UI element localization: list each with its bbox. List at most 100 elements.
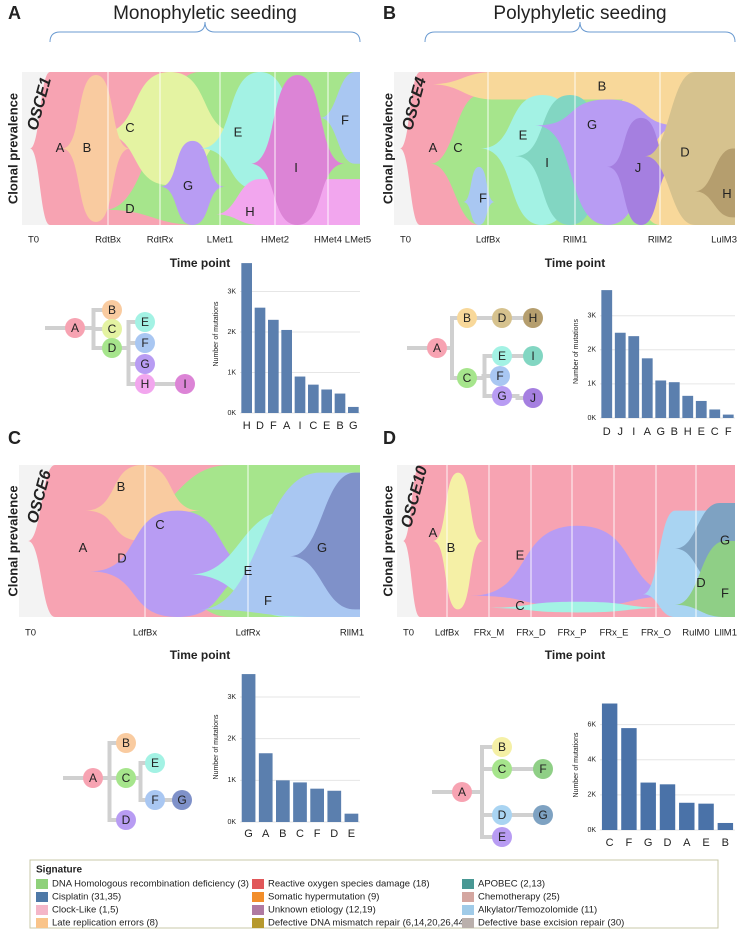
- time-point-label: FRx_E: [599, 628, 628, 639]
- tree-node-label: F: [141, 336, 148, 350]
- time-point-label: T0: [28, 235, 39, 246]
- y-tick-label: 0K: [587, 827, 596, 834]
- x-tick-label: F: [270, 420, 277, 432]
- legend-label: Defective base excision repair (30): [478, 918, 624, 929]
- tree-node-label: B: [108, 303, 116, 317]
- y-tick-label: 0K: [227, 819, 236, 826]
- y-tick-label: 2K: [227, 736, 236, 743]
- x-tick-label: F: [314, 828, 321, 840]
- tree-node-label: A: [458, 785, 466, 799]
- bar: [641, 358, 653, 418]
- tree-node-label: I: [531, 349, 534, 363]
- clone-label: G: [720, 532, 730, 547]
- tree-node-label: F: [151, 793, 158, 807]
- bracket: [424, 21, 736, 43]
- bar: [659, 784, 676, 830]
- time-point-label: FRx_M: [474, 628, 505, 639]
- clone-label: B: [598, 79, 607, 94]
- x-tick-label: E: [323, 420, 330, 432]
- clone-label: G: [587, 117, 597, 132]
- tree-node-label: C: [463, 371, 472, 385]
- bar: [294, 376, 306, 413]
- clone-label: H: [722, 186, 731, 201]
- x-tick-label: J: [618, 426, 624, 438]
- y-tick-label: 2K: [587, 347, 596, 354]
- bar: [614, 332, 626, 418]
- tree-node: [492, 737, 512, 757]
- x-tick-label: G: [244, 828, 253, 840]
- bar: [344, 813, 359, 822]
- time-point-label: LMet5: [345, 235, 371, 246]
- time-point-label: FRx_P: [557, 628, 586, 639]
- tree-node: [457, 308, 477, 328]
- bar: [668, 382, 680, 418]
- bar: [310, 788, 324, 822]
- x-tick-label: B: [336, 420, 343, 432]
- legend-swatch: [462, 879, 474, 889]
- bar: [698, 803, 714, 830]
- bar-y-axis-title: Number of mutations: [213, 714, 220, 779]
- tree-node: [523, 308, 543, 328]
- bar: [628, 336, 640, 418]
- bracket: [49, 21, 361, 43]
- legend-label: Chemotherapy (25): [478, 892, 560, 903]
- tree-node: [492, 308, 512, 328]
- tree-node-label: B: [122, 736, 130, 750]
- time-point-label: LdfBx: [476, 235, 501, 246]
- clone-label: B: [447, 540, 456, 555]
- time-point-label: T0: [403, 628, 414, 639]
- tree-node: [135, 312, 155, 332]
- tree-node: [492, 805, 512, 825]
- x-tick-label: D: [603, 426, 611, 438]
- x-tick-label: C: [309, 420, 317, 432]
- x-tick-label: C: [606, 837, 614, 849]
- x-tick-label: B: [722, 837, 729, 849]
- tree-node: [116, 733, 136, 753]
- tree-node: [102, 300, 122, 320]
- panel-letter: A: [8, 3, 21, 23]
- clone-label: A: [79, 540, 88, 555]
- tree-node: [145, 753, 165, 773]
- time-point-label: LdfBx: [133, 628, 158, 639]
- legend-swatch: [252, 892, 264, 902]
- clone-label: F: [479, 190, 487, 205]
- time-point-label: HMet2: [261, 235, 289, 246]
- bar-y-axis-title: Number of mutations: [573, 319, 580, 384]
- time-axis-title: Time point: [545, 256, 605, 270]
- legend-label: Clock-Like (1,5): [52, 905, 119, 916]
- x-tick-label: H: [684, 426, 692, 438]
- clone-label: E: [516, 548, 525, 563]
- clone-label: D: [696, 575, 705, 590]
- tree-node-label: A: [89, 771, 97, 785]
- clone-label: I: [545, 155, 549, 170]
- clone-region: [607, 117, 675, 225]
- x-tick-label: C: [296, 828, 304, 840]
- time-point-label: RulM0: [682, 628, 709, 639]
- tree-node-label: E: [141, 315, 149, 329]
- legend-title: Signature: [36, 865, 83, 876]
- legend-swatch: [252, 918, 264, 928]
- bar: [640, 782, 656, 830]
- bar-y-axis-title: Number of mutations: [573, 732, 580, 797]
- time-point-label: LdfBx: [435, 628, 460, 639]
- bar: [679, 802, 695, 830]
- legend-swatch: [36, 905, 48, 915]
- bar: [258, 753, 273, 822]
- legend-label: Late replication errors (8): [52, 918, 158, 929]
- y-tick-label: 1K: [587, 381, 596, 388]
- clone-label: E: [244, 563, 253, 578]
- legend-swatch: [462, 892, 474, 902]
- time-point-label: FRx_O: [641, 628, 671, 639]
- clone-label: I: [294, 160, 298, 175]
- tree-node: [135, 374, 155, 394]
- clone-label: A: [429, 525, 438, 540]
- legend-swatch: [462, 905, 474, 915]
- clone-label: G: [317, 540, 327, 555]
- y-tick-label: 0K: [227, 410, 236, 417]
- clone-label: F: [264, 593, 272, 608]
- tree-node: [172, 790, 192, 810]
- bar: [241, 674, 256, 822]
- x-tick-label: E: [702, 837, 709, 849]
- legend-swatch: [252, 879, 264, 889]
- bar: [621, 728, 637, 830]
